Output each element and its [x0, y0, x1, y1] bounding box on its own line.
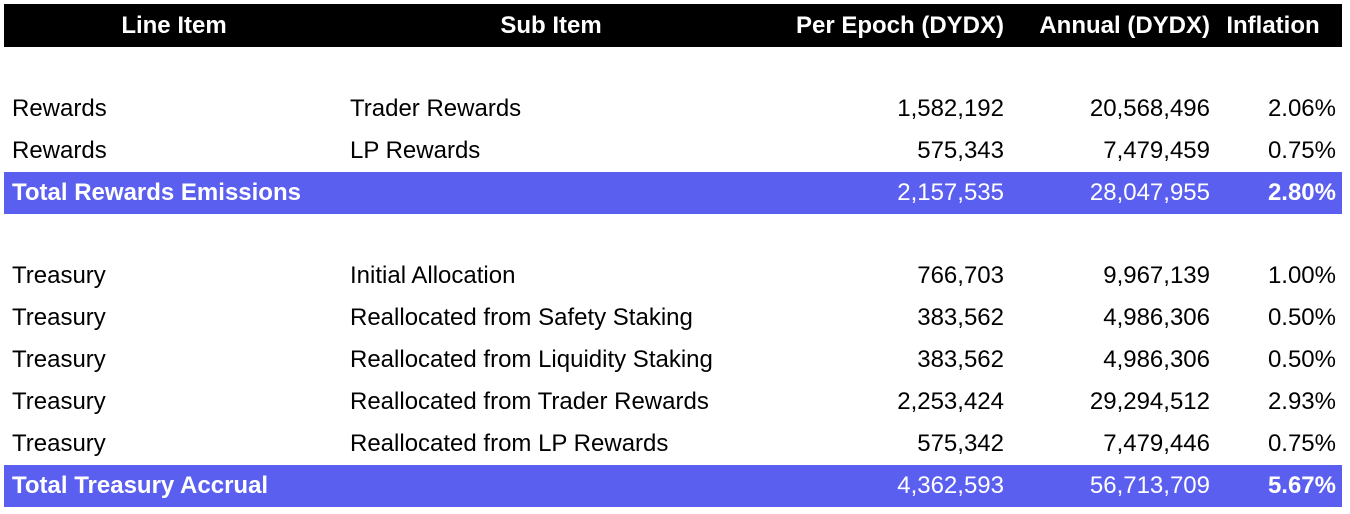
sub-item-cell: Reallocated from Liquidity Staking — [350, 346, 713, 373]
per-epoch-cell: 575,342 — [917, 430, 1004, 457]
table-row: Treasury Reallocated from LP Rewards 575… — [4, 423, 1342, 465]
per-epoch-cell: 766,703 — [917, 262, 1004, 289]
line-item-cell: Treasury — [12, 388, 106, 415]
line-item-cell: Treasury — [12, 430, 106, 457]
per-epoch-cell: 575,343 — [917, 137, 1004, 164]
header-sub-item: Sub Item — [500, 11, 602, 39]
total-inflation: 2.80% — [1267, 179, 1336, 206]
total-label: Total Treasury Accrual — [12, 472, 269, 499]
per-epoch-cell: 383,562 — [917, 346, 1004, 373]
annual-cell: 4,986,306 — [1103, 346, 1210, 373]
inflation-cell: 1.00% — [1267, 262, 1336, 289]
line-item-cell: Rewards — [12, 95, 107, 122]
annual-cell: 20,568,496 — [1089, 95, 1210, 122]
sub-item-cell: Reallocated from Trader Rewards — [350, 388, 709, 415]
annual-cell: 7,479,459 — [1103, 137, 1210, 164]
inflation-cell: 2.06% — [1267, 95, 1336, 122]
table-row: Treasury Reallocated from Liquidity Stak… — [4, 339, 1342, 381]
total-label: Total Rewards Emissions — [12, 179, 301, 206]
sub-item-cell: Reallocated from Safety Staking — [350, 304, 693, 331]
sub-item-cell: LP Rewards — [350, 137, 481, 164]
total-rewards-row: Total Rewards Emissions 2,157,535 28,047… — [4, 172, 1342, 214]
per-epoch-cell: 383,562 — [917, 304, 1004, 331]
inflation-cell: 0.50% — [1267, 346, 1336, 373]
sub-item-cell: Initial Allocation — [350, 262, 516, 289]
table-row: Rewards Trader Rewards 1,582,192 20,568,… — [4, 88, 1342, 130]
line-item-cell: Rewards — [12, 137, 107, 164]
annual-cell: 4,986,306 — [1103, 304, 1210, 331]
table-row: Treasury Reallocated from Safety Staking… — [4, 297, 1342, 339]
total-annual: 56,713,709 — [1089, 472, 1210, 499]
line-item-cell: Treasury — [12, 346, 106, 373]
header-per-epoch: Per Epoch (DYDX) — [795, 11, 1004, 39]
annual-cell: 7,479,446 — [1103, 430, 1210, 457]
per-epoch-cell: 1,582,192 — [897, 95, 1004, 122]
total-annual: 28,047,955 — [1089, 179, 1210, 206]
sub-item-cell: Reallocated from LP Rewards — [350, 430, 669, 457]
annual-cell: 29,294,512 — [1089, 388, 1210, 415]
annual-cell: 9,967,139 — [1103, 262, 1210, 289]
per-epoch-cell: 2,253,424 — [897, 388, 1004, 415]
table-row: Treasury Initial Allocation 766,703 9,96… — [4, 255, 1342, 297]
spacer-row — [4, 47, 1342, 88]
header-line-item: Line Item — [121, 11, 227, 39]
total-treasury-row: Total Treasury Accrual 4,362,593 56,713,… — [4, 465, 1342, 507]
total-per-epoch: 4,362,593 — [897, 472, 1004, 499]
line-item-cell: Treasury — [12, 262, 106, 289]
header-annual: Annual (DYDX) — [1039, 11, 1210, 39]
inflation-cell: 2.93% — [1267, 388, 1336, 415]
inflation-cell: 0.75% — [1267, 430, 1336, 457]
header-inflation: Inflation — [1226, 11, 1320, 39]
table-row: Rewards LP Rewards 575,343 7,479,459 0.7… — [4, 130, 1342, 172]
inflation-cell: 0.50% — [1267, 304, 1336, 331]
table-header-row: Line Item Sub Item Per Epoch (DYDX) Annu… — [4, 4, 1342, 47]
line-item-cell: Treasury — [12, 304, 106, 331]
total-inflation: 5.67% — [1267, 472, 1336, 499]
table-row: Treasury Reallocated from Trader Rewards… — [4, 381, 1342, 423]
total-per-epoch: 2,157,535 — [897, 179, 1004, 206]
sub-item-cell: Trader Rewards — [350, 95, 522, 122]
inflation-cell: 0.75% — [1267, 137, 1336, 164]
emissions-table: Line Item Sub Item Per Epoch (DYDX) Annu… — [4, 4, 1342, 507]
spacer-row — [4, 214, 1342, 255]
